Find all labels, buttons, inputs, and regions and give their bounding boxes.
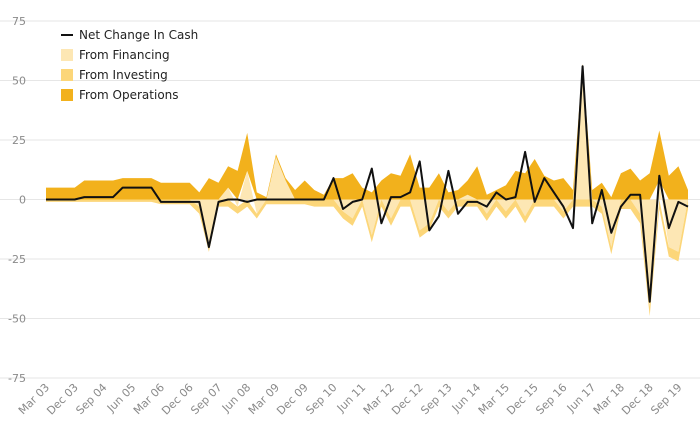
legend-item-from-financing[interactable]: From Financing bbox=[61, 48, 170, 62]
line-net-change-in-cash bbox=[46, 65, 689, 303]
legend-label: From Operations bbox=[79, 88, 179, 102]
legend-swatch bbox=[61, 89, 73, 101]
legend-swatch bbox=[61, 69, 73, 81]
x-tick-label: Sep 16 bbox=[533, 381, 569, 417]
series-areas bbox=[46, 63, 688, 317]
y-tick-label: 25 bbox=[12, 134, 26, 147]
legend-label: Net Change In Cash bbox=[79, 28, 198, 42]
x-tick-label: Sep 07 bbox=[188, 381, 224, 417]
area-from-investing bbox=[46, 199, 688, 317]
series-line bbox=[46, 65, 689, 303]
legend-label: From Financing bbox=[79, 48, 170, 62]
y-axis: 75 50 25 0 -25 -50 -75 bbox=[8, 15, 26, 385]
area-from-operations bbox=[46, 63, 688, 200]
y-tick-label: -75 bbox=[8, 372, 26, 385]
legend-swatch bbox=[61, 49, 73, 61]
x-tick-label: Dec 09 bbox=[274, 381, 311, 418]
y-tick-label: 75 bbox=[12, 15, 26, 28]
x-tick-label: Sep 10 bbox=[303, 381, 339, 417]
legend-item-from-investing[interactable]: From Investing bbox=[61, 68, 168, 82]
x-tick-label: Dec 03 bbox=[44, 381, 81, 418]
y-tick-label: 50 bbox=[12, 75, 26, 88]
x-tick-label: Sep 04 bbox=[73, 381, 109, 417]
x-tick-label: Dec 18 bbox=[619, 381, 656, 418]
x-tick-label: Dec 12 bbox=[389, 381, 426, 418]
legend[interactable]: Net Change In Cash From Financing From Inv… bbox=[61, 28, 198, 102]
x-tick-label: Sep 13 bbox=[418, 381, 454, 417]
x-tick-label: Sep 19 bbox=[648, 381, 684, 417]
legend-item-from-operations[interactable]: From Operations bbox=[61, 88, 179, 102]
legend-item-net-change-in-cash[interactable]: Net Change In Cash bbox=[61, 28, 198, 42]
legend-label: From Investing bbox=[79, 68, 168, 82]
x-tick-label: Dec 15 bbox=[504, 381, 541, 418]
y-tick-label: -50 bbox=[8, 313, 26, 326]
y-tick-label: -25 bbox=[8, 253, 26, 266]
y-tick-label: 0 bbox=[19, 194, 26, 207]
x-tick-label: Dec 06 bbox=[159, 381, 196, 418]
